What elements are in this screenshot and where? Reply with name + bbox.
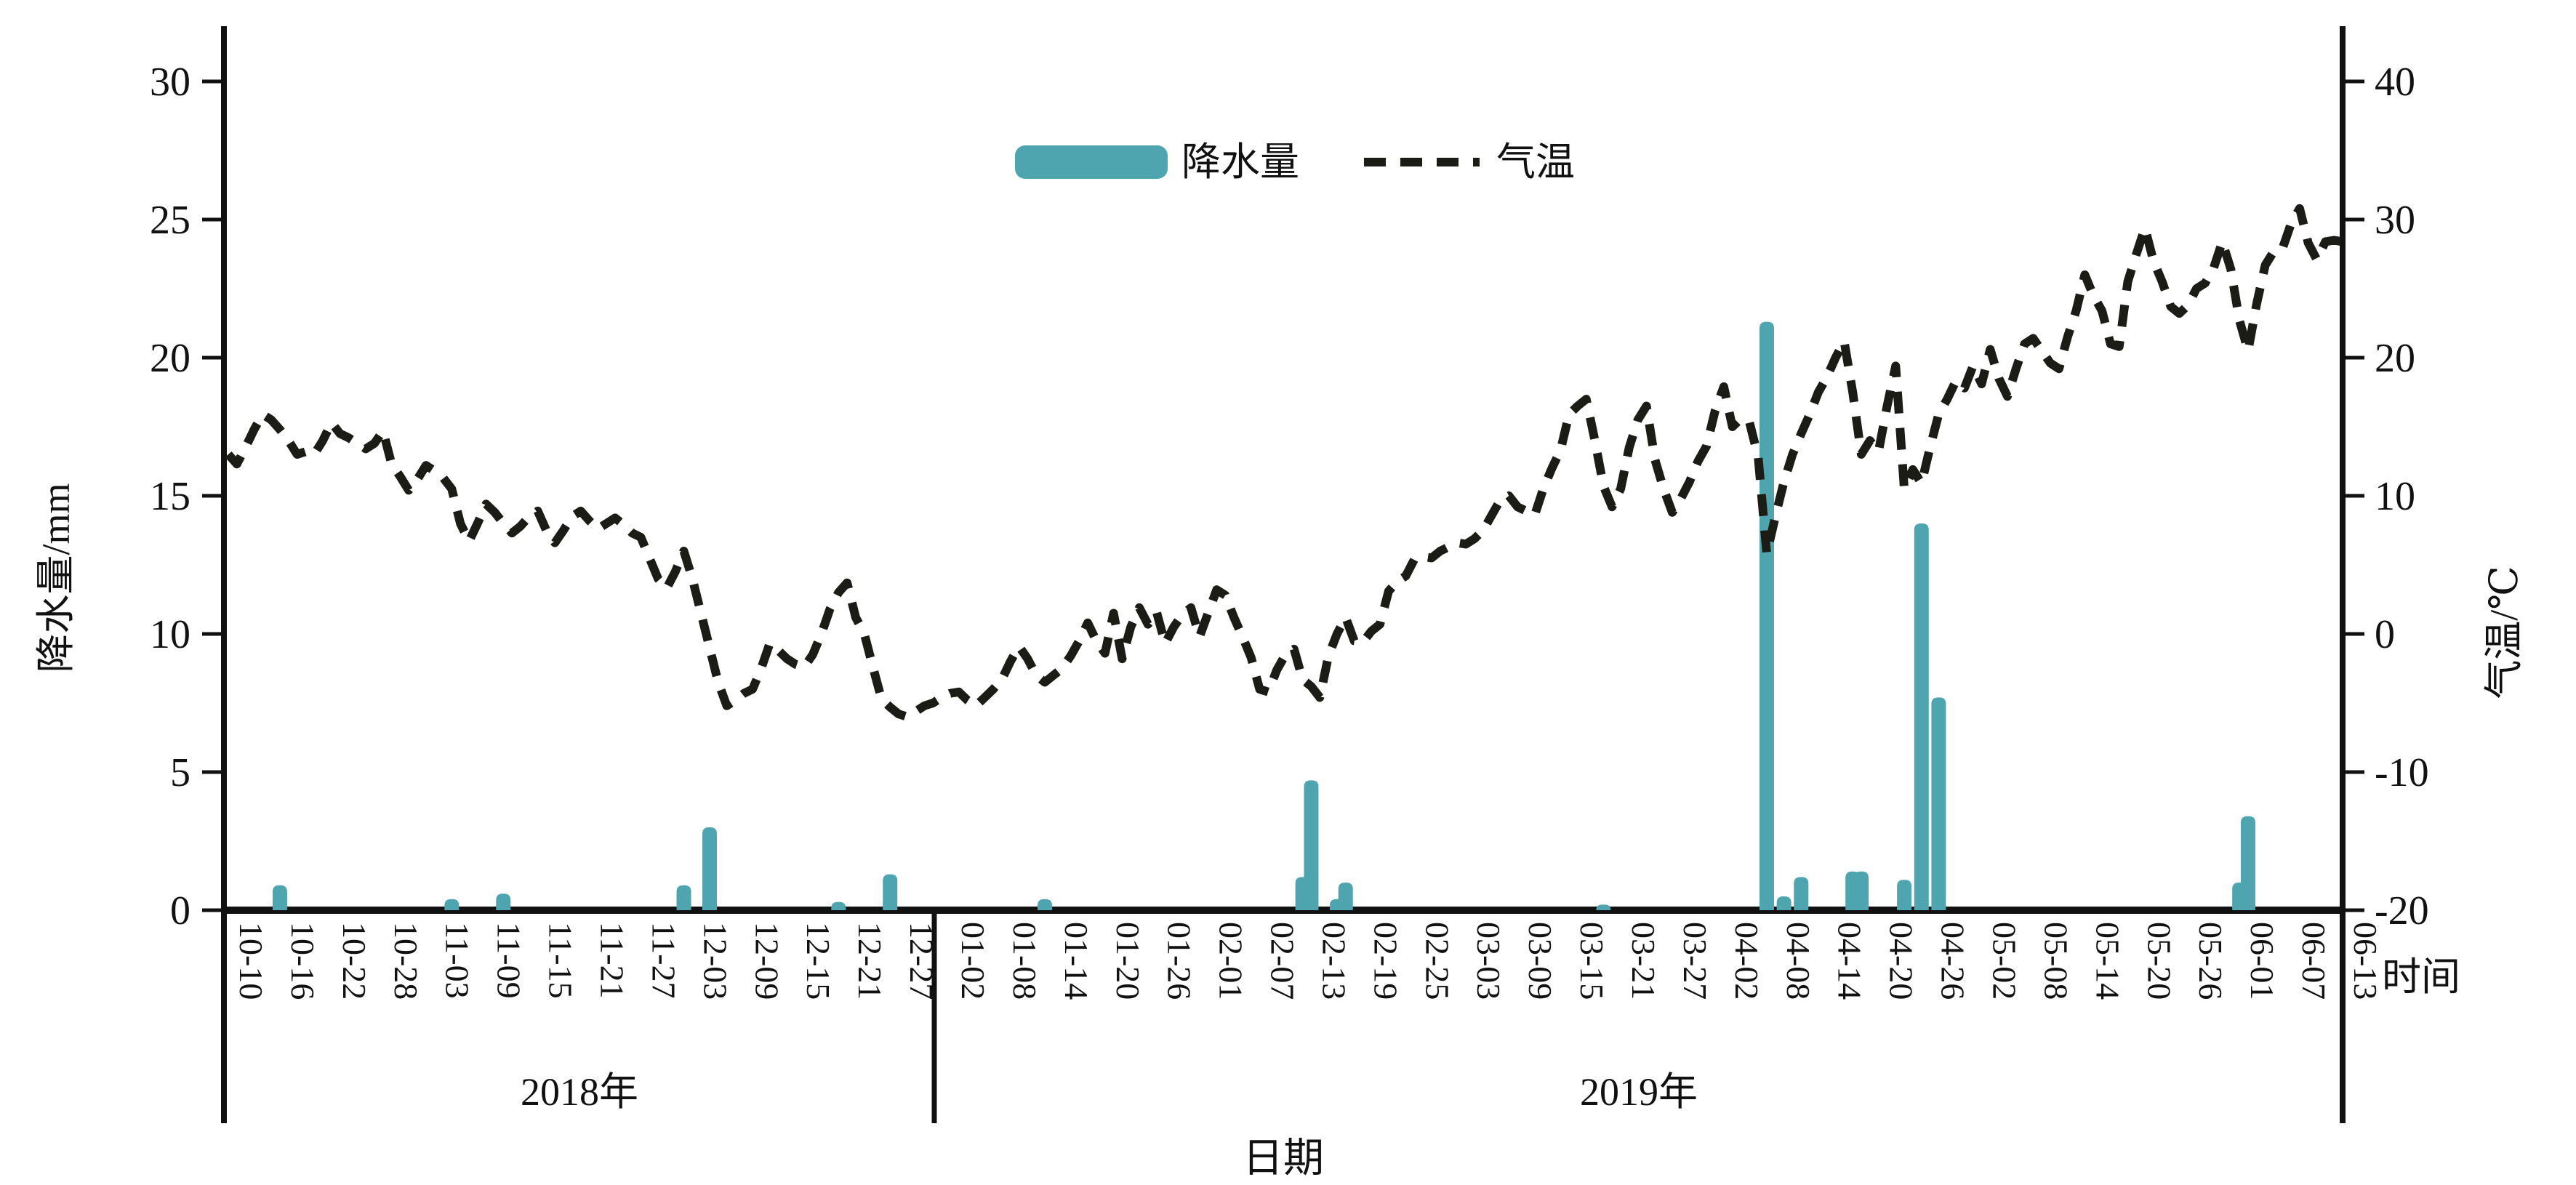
x-tick-label: 02-01 [1213,922,1250,1000]
x-tick-label: 05-02 [1986,922,2023,1000]
x-tick-label: 05-26 [2192,922,2229,1000]
x-tick-label: 05-14 [2089,922,2126,1000]
x-tick-label: 06-07 [2295,922,2332,1000]
x-axis-unit-note: 时间 [2382,955,2460,999]
left-tick-label: 0 [170,888,190,933]
precipitation-bar [1776,896,1791,910]
x-tick-label: 11-15 [542,922,579,999]
legend: 降水量 气温 [1015,140,1575,184]
x-tick-label: 02-25 [1419,922,1456,1000]
precipitation-bar [272,885,287,910]
right-tick-label: -20 [2375,888,2429,933]
x-tick-label: 10-28 [388,922,425,1000]
x-tick-label: 03-27 [1677,922,1714,1000]
x-tick-label: 11-03 [439,922,476,999]
precipitation-bar [676,885,691,910]
x-tick-label: 10-10 [233,922,270,1000]
right-axis-ticks: 40 30 20 10 0 -10 -20 [2343,60,2429,933]
x-tick-label: 02-07 [1264,922,1301,1000]
temperature-line [225,204,2343,721]
precipitation-bar [1596,904,1611,910]
x-tick-label: 02-13 [1315,922,1352,1000]
x-tick-label: 04-02 [1728,922,1765,1000]
axes [221,26,2346,1123]
precipitation-bar [1304,780,1319,910]
x-tick-label: 01-20 [1110,922,1147,1000]
left-tick-label: 15 [150,474,190,519]
precipitation-bar [1038,899,1053,910]
x-tick-label: 04-20 [1883,922,1920,1000]
y-left-axis-title: 降水量/mm [34,483,78,672]
year-label-2019: 2019年 [1580,1070,1698,1114]
precipitation-bar [1338,883,1353,910]
left-axis-ticks: 30 25 20 15 10 5 0 [150,60,224,933]
x-axis-labels: 10-10 10-16 10-22 10-28 11-03 11-09 11-15 11-21… [233,922,2384,1000]
x-tick-label: 03-21 [1625,922,1662,1000]
legend-precip-swatch [1015,145,1168,179]
left-tick-label: 20 [150,336,190,381]
x-tick-label: 02-19 [1367,922,1404,1000]
precipitation-bar [2240,816,2255,910]
x-tick-label: 11-27 [645,922,682,999]
precipitation-bars [272,321,2255,911]
x-tick-label: 03-03 [1470,922,1507,1000]
legend-precip-label: 降水量 [1181,140,1299,184]
left-tick-label: 25 [150,198,190,243]
right-tick-label: 40 [2375,60,2415,105]
x-tick-label: 12-27 [903,922,940,1000]
x-tick-label: 10-22 [336,922,373,1000]
x-tick-label: 04-26 [1935,922,1972,1000]
x-tick-label: 03-15 [1573,922,1610,1000]
x-tick-label: 01-26 [1161,922,1198,1000]
x-tick-label: 03-09 [1522,922,1559,1000]
x-tick-label: 01-14 [1058,922,1095,1000]
x-tick-label: 06-13 [2347,922,2384,1000]
legend-temp-label: 气温 [1496,140,1575,184]
x-tick-label: 06-01 [2244,922,2281,1000]
precipitation-bar [1914,523,1929,910]
x-tick-label: 04-14 [1831,922,1869,1000]
right-tick-label: 0 [2375,612,2395,657]
x-tick-label: 12-03 [697,922,734,1000]
precipitation-bar [702,827,717,910]
precipitation-bar [883,874,898,910]
precipitation-bar [831,901,846,910]
x-axis-title: 日期 [1243,1136,1324,1181]
x-tick-label: 12-21 [851,922,888,1000]
right-tick-label: 30 [2375,198,2415,243]
left-tick-label: 30 [150,60,190,105]
y-right-axis-title: 气温/℃ [2482,566,2526,699]
x-tick-label: 01-02 [955,922,992,1000]
precipitation-bar [1794,877,1809,910]
left-tick-label: 5 [170,750,190,795]
x-tick-label: 10-16 [284,922,321,1000]
precipitation-bar [496,893,511,910]
precipitation-bar [1897,880,1912,910]
x-tick-label: 11-21 [593,922,630,999]
x-tick-label: 11-09 [491,922,528,999]
left-tick-label: 10 [150,612,190,657]
x-tick-label: 05-08 [2037,922,2074,1000]
precipitation-bar [1759,321,1774,911]
x-tick-label: 01-08 [1006,922,1043,1000]
x-tick-label: 12-15 [800,922,837,1000]
precipitation-bar [444,899,460,910]
x-tick-label: 05-20 [2140,922,2178,1000]
x-tick-label: 04-08 [1780,922,1817,1000]
year-label-2018: 2018年 [521,1070,638,1114]
x-tick-label: 12-09 [748,922,785,1000]
precipitation-bar [1931,697,1946,910]
right-tick-label: -10 [2375,750,2429,795]
temperature-dashed-line [225,204,2343,721]
precipitation-bar [1854,871,1869,910]
right-tick-label: 10 [2375,474,2415,519]
right-tick-label: 20 [2375,336,2415,381]
